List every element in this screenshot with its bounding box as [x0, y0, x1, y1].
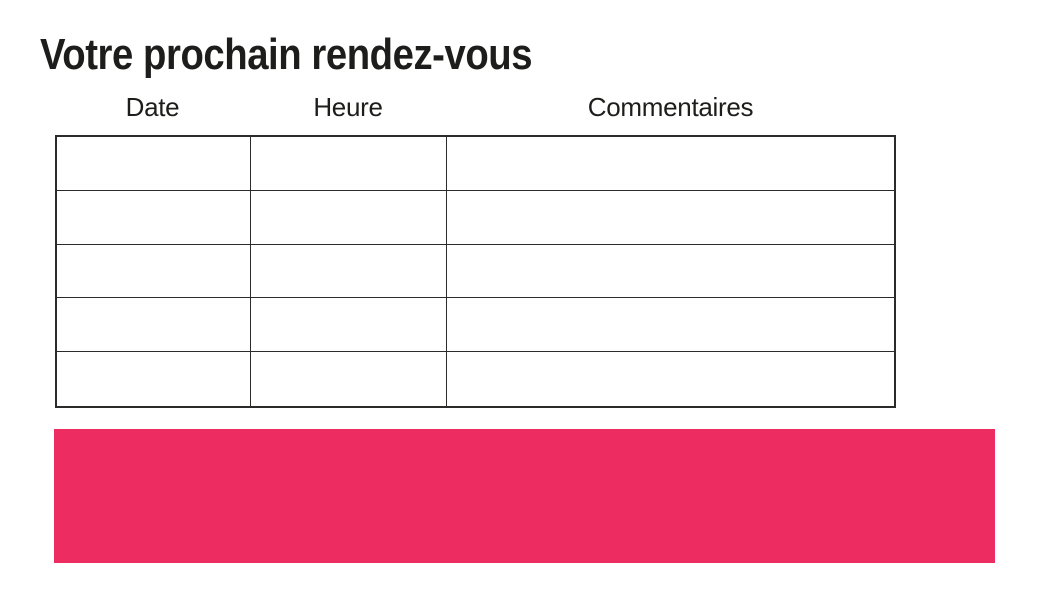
- column-header-commentaires: Commentaires: [587, 92, 754, 122]
- table-row: [57, 190, 894, 245]
- table-row: [57, 244, 894, 299]
- table-cell: [447, 352, 894, 406]
- table-cell: [251, 137, 447, 190]
- column-header-heure: Heure: [313, 92, 383, 122]
- table-column-headers: Date Heure Commentaires: [55, 92, 895, 123]
- table-cell: [447, 298, 894, 351]
- table-cell: [57, 190, 252, 244]
- table-cell: [251, 190, 447, 244]
- table-cell: [251, 298, 447, 352]
- table-cell: [57, 352, 252, 406]
- table-row: [57, 137, 894, 191]
- highlight-banner: [54, 429, 995, 563]
- table-cell: [447, 137, 894, 190]
- table-cell: [447, 245, 894, 298]
- page-title: Votre prochain rendez-vous: [40, 30, 533, 79]
- table-cell: [447, 191, 894, 244]
- table-cell: [57, 298, 252, 352]
- table-cell: [57, 244, 252, 298]
- table-cell: [57, 137, 252, 190]
- table-row: [57, 298, 894, 353]
- table-row: [57, 352, 894, 406]
- appointment-table: [55, 135, 896, 408]
- table-cell: [251, 244, 447, 298]
- column-header-date: Date: [125, 92, 180, 122]
- table-cell: [251, 352, 447, 406]
